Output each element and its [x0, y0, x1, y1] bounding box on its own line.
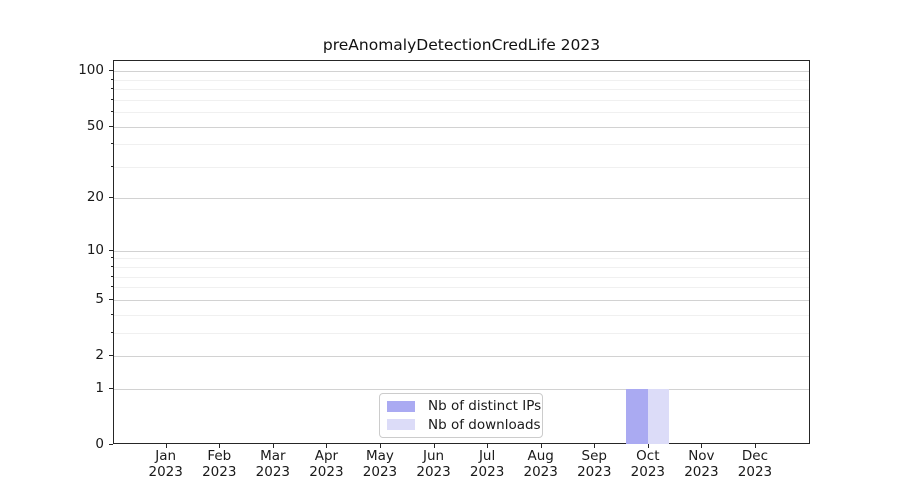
- x-tick-jul-2023: [487, 444, 489, 448]
- gridline-y-60: [114, 112, 809, 114]
- y-tick-minor-6: [110, 286, 113, 288]
- x-tick-label-apr-2023: Apr 2023: [309, 448, 344, 480]
- x-tick-label-feb-2023: Feb 2023: [202, 448, 237, 480]
- legend: Nb of distinct IPs Nb of downloads: [379, 393, 543, 438]
- y-tick-label-50: 50: [86, 117, 104, 134]
- y-tick-minor-9: [110, 257, 113, 259]
- x-tick-label-may-2023: May 2023: [362, 448, 398, 480]
- y-tick-1: [109, 387, 113, 389]
- chart-title: preAnomalyDetectionCredLife 2023: [322, 36, 601, 54]
- y-tick-20: [109, 197, 113, 199]
- x-tick-label-jan-2023: Jan 2023: [148, 448, 183, 480]
- y-tick-minor-7: [110, 275, 113, 277]
- gridline-y-7: [114, 276, 809, 278]
- y-tick-minor-40: [110, 143, 113, 145]
- y-tick-10: [109, 249, 113, 251]
- gridline-y-5: [114, 299, 809, 301]
- y-tick-minor-80: [110, 88, 113, 90]
- x-tick-feb-2023: [219, 444, 221, 448]
- gridline-y-100: [114, 71, 809, 73]
- y-tick-minor-8: [110, 266, 113, 268]
- x-tick-label-sep-2023: Sep 2023: [577, 448, 612, 480]
- gridline-y-20: [114, 198, 809, 200]
- y-tick-minor-60: [110, 111, 113, 113]
- x-tick-jan-2023: [165, 444, 167, 448]
- y-tick-label-5: 5: [95, 290, 104, 307]
- gridline-y-80: [114, 89, 809, 91]
- y-tick-label-20: 20: [86, 189, 104, 206]
- y-tick-minor-3: [110, 331, 113, 333]
- x-tick-dec-2023: [754, 444, 756, 448]
- y-tick-label-0: 0: [95, 436, 104, 452]
- y-tick-label-100: 100: [78, 62, 104, 79]
- x-tick-mar-2023: [272, 444, 274, 448]
- gridline-y-3: [114, 332, 809, 334]
- y-tick-minor-70: [110, 98, 113, 100]
- y-tick-0: [109, 444, 113, 445]
- y-tick-5: [109, 298, 113, 300]
- y-tick-minor-4: [110, 313, 113, 315]
- gridline-y-30: [114, 166, 809, 168]
- y-tick-minor-30: [110, 165, 113, 167]
- y-tick-minor-90: [110, 78, 113, 80]
- legend-swatch-distinct-ips-icon: [387, 400, 415, 412]
- gridline-y-50: [114, 126, 809, 128]
- x-tick-label-aug-2023: Aug 2023: [523, 448, 558, 480]
- gridline-y-70: [114, 99, 809, 101]
- x-tick-sep-2023: [594, 444, 596, 448]
- x-tick-aug-2023: [540, 444, 542, 448]
- bar-nb-of-downloads-oct-2023: [647, 388, 670, 444]
- x-tick-label-oct-2023: Oct 2023: [630, 448, 665, 480]
- x-tick-oct-2023: [647, 444, 649, 448]
- x-tick-label-jun-2023: Jun 2023: [416, 448, 451, 480]
- x-tick-label-mar-2023: Mar 2023: [255, 448, 290, 480]
- y-tick-2: [109, 355, 113, 356]
- x-tick-apr-2023: [326, 444, 328, 448]
- x-tick-label-jul-2023: Jul 2023: [469, 448, 505, 480]
- gridline-y-1: [114, 388, 809, 390]
- x-tick-label-nov-2023: Nov 2023: [684, 448, 719, 480]
- gridline-y-40: [114, 144, 809, 146]
- legend-swatch-downloads-icon: [387, 419, 415, 431]
- y-tick-label-1: 1: [95, 379, 104, 396]
- gridline-y-9: [114, 258, 809, 260]
- bar-nb-of-distinct-ips-oct-2023: [626, 388, 648, 444]
- legend-label-distinct-ips: Nb of distinct IPs: [428, 398, 542, 415]
- plot-area: [113, 60, 810, 444]
- legend-item-distinct-ips: Nb of distinct IPs: [387, 398, 542, 414]
- y-tick-label-2: 2: [95, 347, 104, 363]
- gridline-y-90: [114, 79, 809, 81]
- x-tick-nov-2023: [701, 444, 703, 448]
- y-tick-label-10: 10: [86, 241, 104, 258]
- gridline-y-2: [114, 356, 809, 357]
- y-tick-50: [109, 125, 113, 127]
- x-tick-may-2023: [379, 444, 381, 448]
- x-tick-jun-2023: [433, 444, 435, 448]
- gridline-y-4: [114, 314, 809, 316]
- gridline-y-8: [114, 267, 809, 269]
- legend-item-downloads: Nb of downloads: [387, 417, 542, 433]
- x-tick-label-dec-2023: Dec 2023: [737, 448, 773, 480]
- y-tick-100: [109, 70, 113, 72]
- gridline-y-6: [114, 287, 809, 289]
- legend-label-downloads: Nb of downloads: [428, 416, 541, 433]
- gridline-y-10: [114, 250, 809, 252]
